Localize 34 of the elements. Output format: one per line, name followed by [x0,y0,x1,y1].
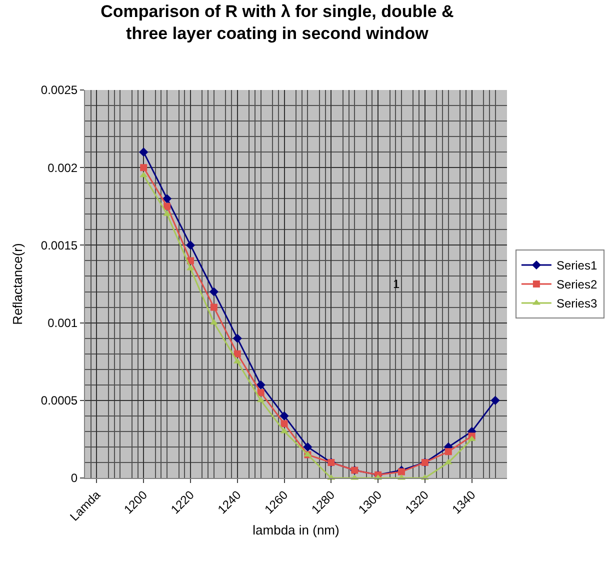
point [210,304,218,311]
y-tick-label: 0.001 [48,316,78,330]
point [164,202,171,210]
point [210,319,218,325]
y-tick-label: 0.0015 [40,238,78,252]
point [280,428,288,434]
point [232,334,242,343]
legend-label: Series1 [556,258,598,273]
y-tick-label: 0.002 [48,160,78,175]
y-tick-label: 0.0025 [40,83,78,98]
point [490,396,500,405]
point [162,194,172,204]
point [256,396,265,402]
point [444,458,452,464]
x-axis-title: lambda in (nm) [252,522,340,538]
point [257,389,264,396]
point [186,240,196,250]
legend-label: Series2 [556,278,598,292]
y-axis-title: Reflactance(r) [10,243,25,325]
point [280,411,289,420]
chart-title: Comparison of R with λ for single, double & three layer coating in second window [100,2,454,43]
point [140,172,148,178]
point [280,420,288,428]
point [234,350,241,358]
point [140,164,148,172]
point [256,380,266,390]
point [139,148,148,157]
point [398,468,405,476]
y-tick-label: 0 [70,471,78,486]
point [209,287,218,296]
y-tick-label: 0.0005 [40,394,78,408]
point [444,448,452,456]
legend-label: Series3 [556,296,598,311]
point [303,442,312,452]
